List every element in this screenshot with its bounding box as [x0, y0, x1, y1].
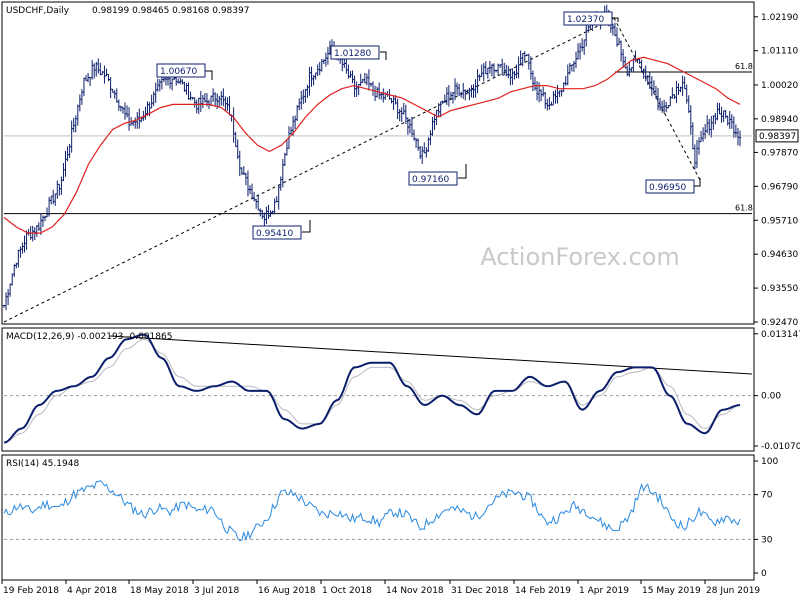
- price-axis-tick-label: 0.97870: [761, 148, 798, 158]
- price-annotations: 1.00670 1.01280 0.95410 0.97160 1.02370 0.969…: [156, 11, 701, 240]
- fib-label: 61.8: [735, 62, 753, 71]
- annotation-leader: [380, 51, 387, 60]
- macd-signal-line: [3, 338, 741, 444]
- macd-panel-frame: [1, 327, 755, 452]
- time-axis-tick-label: 31 Dec 2018: [451, 586, 509, 596]
- time-axis-tick-label: 1 Apr 2019: [579, 586, 629, 596]
- time-axis-tick-label: 14 Feb 2019: [515, 586, 571, 596]
- annotation-leader: [612, 17, 619, 22]
- rsi-title: RSI(14) 45.1948: [6, 459, 79, 469]
- rsi-main-line: [3, 479, 741, 542]
- annotation-label: 0.97160: [412, 175, 449, 185]
- annotation-box: [645, 179, 695, 194]
- annotation-box: [408, 171, 458, 186]
- chart-header-symbol: USDCHF,Daily: [6, 6, 70, 16]
- macd-axis-tick-label: 0.00: [761, 392, 781, 402]
- annotation-box: [330, 45, 380, 60]
- annotation-box: [252, 225, 302, 240]
- price-axis-tick-label: 0.93550: [761, 284, 798, 294]
- time-axis-tick-label: 15 May 2019: [642, 586, 701, 596]
- time-axis-tick-label: 3 Jul 2018: [194, 586, 239, 596]
- price-panel-frame: [1, 1, 755, 325]
- moving-average-line: [3, 56, 741, 234]
- macd-axis-tick-label: 0.013147: [761, 330, 800, 340]
- annotation-label: 0.95410: [256, 229, 293, 239]
- fib-label: 61.8: [735, 204, 753, 213]
- price-axis-tick-label: 0.96790: [761, 182, 798, 192]
- current-price-box: [755, 129, 799, 143]
- annotation-box: [156, 63, 206, 78]
- annotation-box: [563, 11, 613, 26]
- price-axis: 1.02190 1.01110 1.00020 0.98940 0.97870 0.967…: [4, 13, 799, 328]
- annotation-label: 0.96950: [649, 183, 686, 193]
- price-axis-tick-label: 1.00020: [761, 81, 798, 91]
- trendlines: [3, 17, 701, 323]
- macd-main-line: [3, 333, 741, 444]
- time-axis-tick-label: 4 Apr 2018: [67, 586, 117, 596]
- watermark: ActionForex.com: [480, 243, 680, 271]
- annotation-leader: [302, 220, 311, 233]
- macd-lines: [3, 333, 753, 444]
- current-price-label: 0.98397: [759, 132, 796, 142]
- rsi-panel-frame: [1, 454, 755, 581]
- time-axis-tick-label: 19 Feb 2018: [3, 586, 59, 596]
- moving-average: [3, 56, 741, 234]
- rsi-axis-tick-label: 0: [761, 569, 767, 579]
- macd-title: MACD(12,26,9) -0.002193 -0.001865: [6, 332, 172, 342]
- rsi-axis-tick-label: 30: [761, 535, 773, 545]
- price-axis-tick-label: 0.92470: [761, 318, 798, 328]
- rsi-line: [3, 479, 752, 542]
- rsi-axis: 100 70 30 0: [754, 457, 778, 579]
- time-axis-tick-label: 28 Jun 2019: [706, 586, 760, 596]
- price-axis-tick-label: 1.02190: [761, 13, 798, 23]
- rsi-axis-tick-label: 70: [761, 491, 773, 501]
- annotation-label: 1.02370: [567, 15, 604, 25]
- price-axis-tick-label: 0.98940: [761, 115, 798, 125]
- annotation-leader: [205, 70, 213, 80]
- price-axis-tick-label: 1.01110: [761, 47, 798, 57]
- annotation-label: 1.01280: [334, 49, 371, 59]
- time-axis-tick-label: 18 May 2018: [130, 586, 189, 596]
- price-axis-tick-label: 0.94630: [761, 250, 798, 260]
- time-axis-tick-label: 1 Oct 2018: [322, 586, 372, 596]
- price-axis-tick-label: 0.95710: [761, 216, 798, 226]
- time-axis: 19 Feb 2018 4 Apr 2018 18 May 2018 3 Jul 20…: [1, 580, 760, 596]
- annotation-label: 1.00670: [160, 67, 197, 77]
- trendline-falling: [613, 17, 701, 181]
- time-axis-tick-label: 14 Nov 2018: [386, 586, 444, 596]
- annotation-leader: [694, 178, 701, 187]
- time-axis-tick-label: 16 Aug 2018: [258, 586, 316, 596]
- annotation-leader: [458, 164, 467, 179]
- chart-header-ohlc: 0.98199 0.98465 0.98168 0.98397: [92, 6, 249, 16]
- rsi-axis-tick-label: 100: [761, 457, 778, 467]
